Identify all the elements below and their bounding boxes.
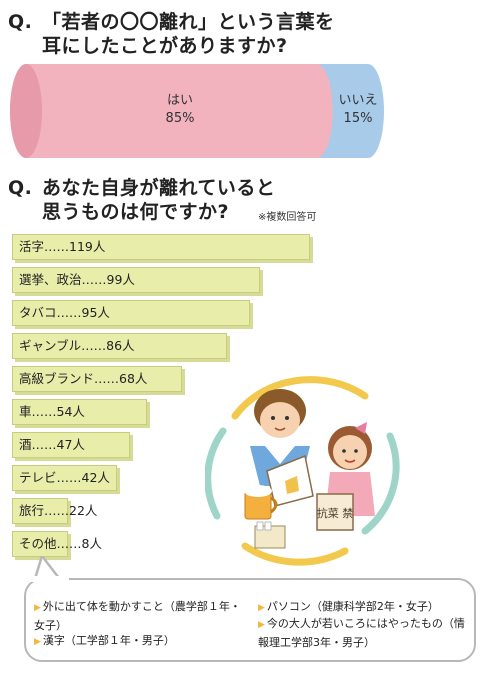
- bar-label-10: その他……8人: [19, 536, 102, 551]
- comment-1-text: 外に出て体を動かすこと（農学部１年・女子）: [34, 600, 241, 632]
- cylinder-left-cap: [10, 64, 42, 158]
- bar-label-4: ギャンブル……86人: [19, 338, 135, 353]
- triangle-bullet-icon: ▶: [34, 603, 41, 613]
- students-illustration: 抗菜 禁: [205, 376, 400, 566]
- comment-3: ▶ パソコン（健康科学部2年・女子）: [258, 598, 470, 617]
- bar-6: [12, 399, 148, 425]
- question-2-line2: 思うものは何ですか?: [42, 201, 230, 223]
- bar-label-3: タバコ……95人: [19, 305, 110, 320]
- bar-8: [12, 465, 118, 491]
- bar-1: [12, 234, 310, 260]
- yes-value: 85%: [165, 111, 195, 126]
- no-category: いいえ: [338, 93, 378, 108]
- bar-7: [12, 432, 130, 458]
- comment-3-text: パソコン（健康科学部2年・女子）: [266, 600, 439, 613]
- question-1-line1: 「若者の〇〇離れ」という言葉を: [42, 11, 335, 33]
- bubble-tail-cover: [31, 576, 69, 582]
- bar-label-1: 活字……119人: [19, 239, 106, 254]
- question-2-line1: あなた自身が離れていると: [42, 177, 276, 199]
- no-label: いいえ 15%: [336, 92, 380, 128]
- yes-segment: [10, 64, 333, 158]
- yes-label: はい 85%: [150, 92, 210, 128]
- bar-10: [12, 531, 68, 557]
- question-2-title: Q. あなた自身が離れていると 思うものは何ですか?: [8, 176, 275, 224]
- bar-9: [12, 498, 68, 524]
- circle-arrow-top: [231, 376, 369, 420]
- comment-4: ▶ 今の大人が若いころにはやったもの（情報理工学部3年・男子）: [258, 615, 470, 651]
- bar-4: [12, 333, 228, 359]
- beer-mug-icon: [244, 485, 278, 520]
- circle-arrow-left: [205, 427, 227, 520]
- bar-label-5: 高級ブランド……68人: [19, 371, 148, 386]
- comment-2: ▶ 漢字（工学部１年・男子）: [34, 632, 248, 651]
- box-drawing: [266, 454, 314, 507]
- comment-2-text: 漢字（工学部１年・男子）: [42, 634, 175, 647]
- bar-label-2: 選挙、政治……99人: [19, 272, 135, 287]
- circle-arrow-bottom: [241, 542, 349, 566]
- no-segment: [316, 64, 384, 158]
- question-2-prefix: Q.: [8, 177, 33, 199]
- question-1-prefix: Q.: [8, 11, 33, 33]
- bar-label-7: 酒……47人: [19, 437, 85, 452]
- bar-label-6: 車……54人: [19, 404, 85, 419]
- bar-label-9: 旅行……22人: [19, 503, 98, 518]
- comment-4-text: 今の大人が若いころにはやったもの（情報理工学部3年・男子）: [258, 617, 465, 649]
- yes-category: はい: [166, 93, 193, 108]
- bar-label-8: テレビ……42人: [19, 470, 110, 485]
- triangle-bullet-icon: ▶: [258, 603, 265, 613]
- question-1-line2: 耳にしたことがありますか?: [42, 35, 288, 57]
- multiple-answers-note: ※複数回答可: [258, 212, 317, 223]
- comments-bubble: [24, 578, 476, 662]
- sign-board: 抗菜 禁: [316, 493, 354, 531]
- no-value: 15%: [343, 111, 373, 126]
- bar-2: [12, 267, 260, 293]
- comment-1: ▶ 外に出て体を動かすこと（農学部１年・女子）: [34, 598, 248, 634]
- bar-5: [12, 366, 183, 392]
- triangle-bullet-icon: ▶: [34, 637, 41, 647]
- sign-text: 抗菜 禁: [317, 506, 354, 520]
- question-1-title: Q. 「若者の〇〇離れ」という言葉を 耳にしたことがありますか?: [8, 10, 335, 58]
- bar-3: [12, 300, 250, 326]
- circle-arrow-right: [361, 432, 400, 535]
- yes-no-cylinder-chart: [10, 64, 384, 158]
- triangle-bullet-icon: ▶: [258, 620, 265, 630]
- speech-bubble-tail: [32, 556, 63, 583]
- cigarette-box-icon: [254, 521, 286, 549]
